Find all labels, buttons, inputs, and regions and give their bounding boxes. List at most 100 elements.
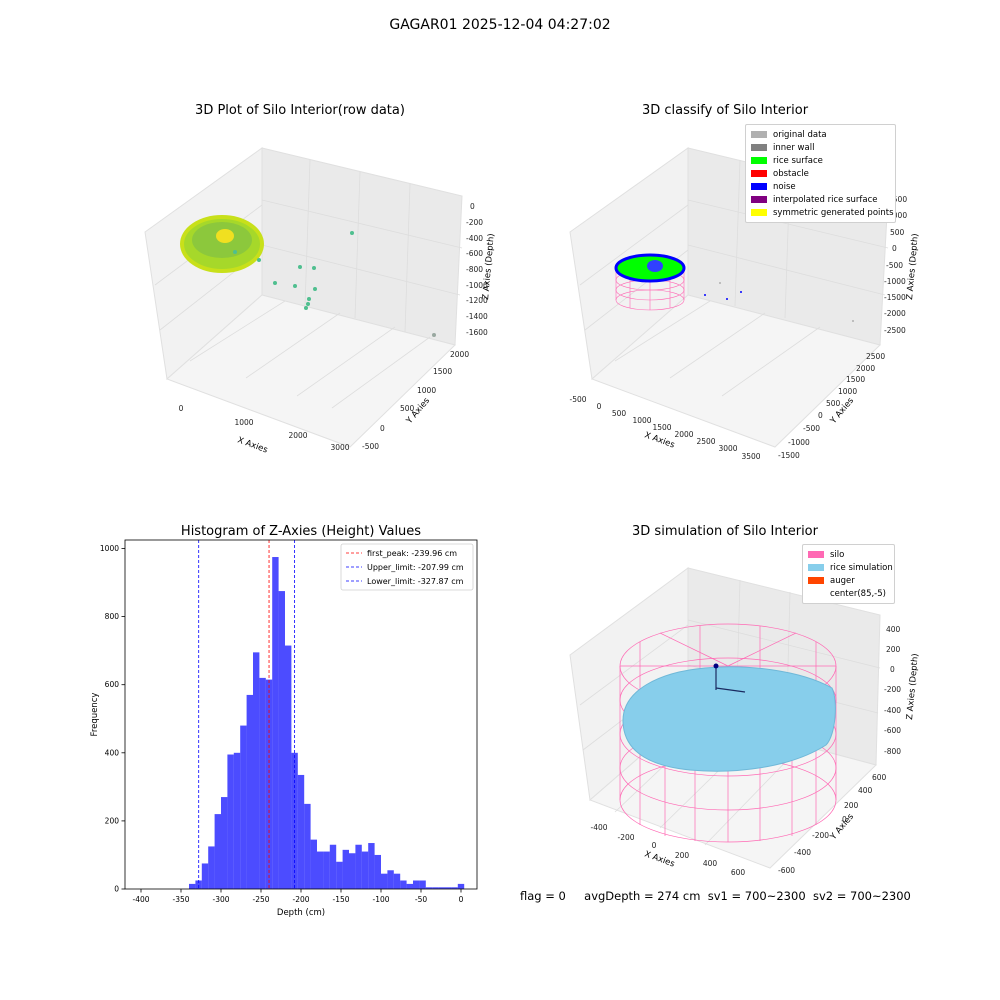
raw-ztick: -600: [466, 249, 483, 258]
histogram-bar: [393, 873, 401, 889]
legend-swatch: [751, 196, 767, 203]
classify-xtick: 500: [612, 409, 627, 418]
histogram-bar: [221, 797, 228, 889]
classify-xtick: 0: [597, 402, 602, 411]
histogram-bar: [329, 844, 337, 889]
simulation-xtick: 0: [652, 841, 657, 850]
histogram-xtick-label: -350: [172, 895, 189, 904]
classify-legend: original data inner wall rice surface ob…: [745, 124, 896, 223]
histogram-bar: [457, 883, 465, 889]
classify-ztick: -2500: [884, 326, 906, 335]
simulation-ytick: 400: [858, 786, 873, 795]
histogram-legend: [340, 543, 474, 591]
classify-ztick: -1500: [884, 293, 906, 302]
histogram-ytick-label: 0: [114, 885, 119, 894]
histogram-bar: [265, 679, 273, 889]
histogram-legend-label: first_peak: -239.96 cm: [367, 549, 457, 558]
simulation-xtick: 600: [731, 868, 746, 877]
simulation-ytick: 200: [844, 801, 859, 810]
raw-ztick: -400: [466, 234, 483, 243]
classify-ytick: 1500: [846, 375, 865, 384]
raw-ytick: 1500: [433, 367, 452, 376]
status-avg-depth: avgDepth = 274 cm: [584, 889, 701, 903]
classify-xtick: 1000: [632, 416, 651, 425]
simulation-ztick: -600: [884, 726, 901, 735]
histogram-xtick-label: -200: [292, 895, 309, 904]
histogram-bar: [310, 839, 317, 889]
simulation-xtick: -400: [590, 823, 607, 832]
simulation-auger: [715, 668, 746, 693]
raw-ztick: -1000: [466, 281, 488, 290]
histogram-ytick-label: 400: [105, 748, 120, 757]
raw-xtick: 1000: [234, 418, 253, 427]
histogram-title: Histogram of Z-Axies (Height) Values: [180, 524, 422, 539]
histogram-bar: [336, 861, 343, 889]
simulation-legend: silo rice simulation auger center(85,-5): [802, 544, 895, 604]
raw-ztick: 0: [470, 202, 475, 211]
raw-ztick: -1600: [466, 328, 488, 337]
histogram-bar: [406, 883, 413, 889]
legend-swatch: [751, 157, 767, 164]
histogram-bar: [201, 863, 209, 889]
legend-entry: center(85,-5): [808, 587, 889, 600]
raw-floor-pane: [166, 294, 456, 448]
classify-ztick: -1000: [884, 277, 906, 286]
histogram-bar: [349, 853, 356, 889]
histogram-bar: [438, 887, 445, 889]
simulation-xtick: 200: [675, 851, 690, 860]
histogram-bar: [240, 725, 247, 889]
legend-entry: inner wall: [751, 141, 890, 154]
simulation-ztick: 0: [890, 665, 895, 674]
classify-xtick: 3500: [741, 452, 760, 461]
classify-plot-title: 3D classify of Silo Interior: [641, 103, 809, 118]
simulation-ztick: 400: [886, 625, 901, 634]
simulation-ytick: -200: [812, 831, 829, 840]
histogram-bar: [419, 880, 426, 889]
simulation-3d-plot: -400 -200 0 200 400 600 -600 -400 -200 0…: [569, 567, 921, 877]
histogram-bar: [387, 870, 394, 889]
classify-ytick: 1000: [838, 387, 857, 396]
histogram-bar: [400, 880, 407, 889]
legend-entry: rice surface: [751, 154, 890, 167]
histogram-bar: [355, 844, 362, 889]
raw-xtick: 0: [179, 404, 184, 413]
histogram-bar: [374, 854, 381, 889]
simulation-ytick: 600: [872, 773, 887, 782]
histogram-bar: [227, 754, 234, 889]
histogram-xtick-label: -400: [132, 895, 149, 904]
histogram-ytick-label: 1000: [100, 544, 119, 553]
histogram-bar: [285, 645, 292, 889]
legend-entry: original data: [751, 128, 890, 141]
raw-xtick: 2000: [288, 431, 307, 440]
classify-ytick: -500: [803, 424, 820, 433]
legend-entry: auger: [808, 574, 889, 587]
histogram-xtick-label: -250: [252, 895, 269, 904]
histogram-chart: -400 -350 -300 -250 -200 -150 -100 -50 0 0 200 400 6…: [90, 539, 478, 918]
histogram-legend-label: Lower_limit: -327.87 cm: [367, 577, 464, 586]
histogram-xlabel: Depth (cm): [277, 908, 325, 918]
raw-3d-plot: 0 1000 2000 3000 -500 0 500 1000 1500 20…: [144, 147, 497, 456]
simulation-ytick: -600: [778, 866, 795, 875]
histogram-bar: [361, 851, 369, 889]
histogram-xtick-label: -100: [372, 895, 389, 904]
raw-zlabel: Z Axies (Depth): [481, 233, 497, 300]
histogram-bar: [253, 652, 260, 889]
histogram-bar: [432, 887, 439, 889]
legend-swatch: [808, 577, 824, 584]
simulation-xlabel: X Axies: [643, 849, 676, 869]
histogram-bar: [214, 814, 221, 889]
histogram-bar: [425, 887, 433, 889]
histogram-bar: [272, 557, 279, 889]
histogram-bar: [323, 851, 330, 889]
classify-ytick: 500: [826, 399, 841, 408]
raw-xtick: 3000: [330, 443, 349, 452]
simulation-ztick: -200: [884, 685, 901, 694]
legend-entry: obstacle: [751, 167, 890, 180]
figure-title: GAGAR01 2025-12-04 04:27:02: [389, 17, 611, 33]
status-sv2: sv2 = 700~2300: [812, 889, 911, 903]
raw-ytick: 500: [400, 404, 415, 413]
simulation-ytick: 0: [842, 815, 847, 824]
classify-ztick: -2000: [884, 309, 906, 318]
raw-ytick: 2000: [450, 350, 469, 359]
classify-ytick: 2000: [856, 364, 875, 373]
